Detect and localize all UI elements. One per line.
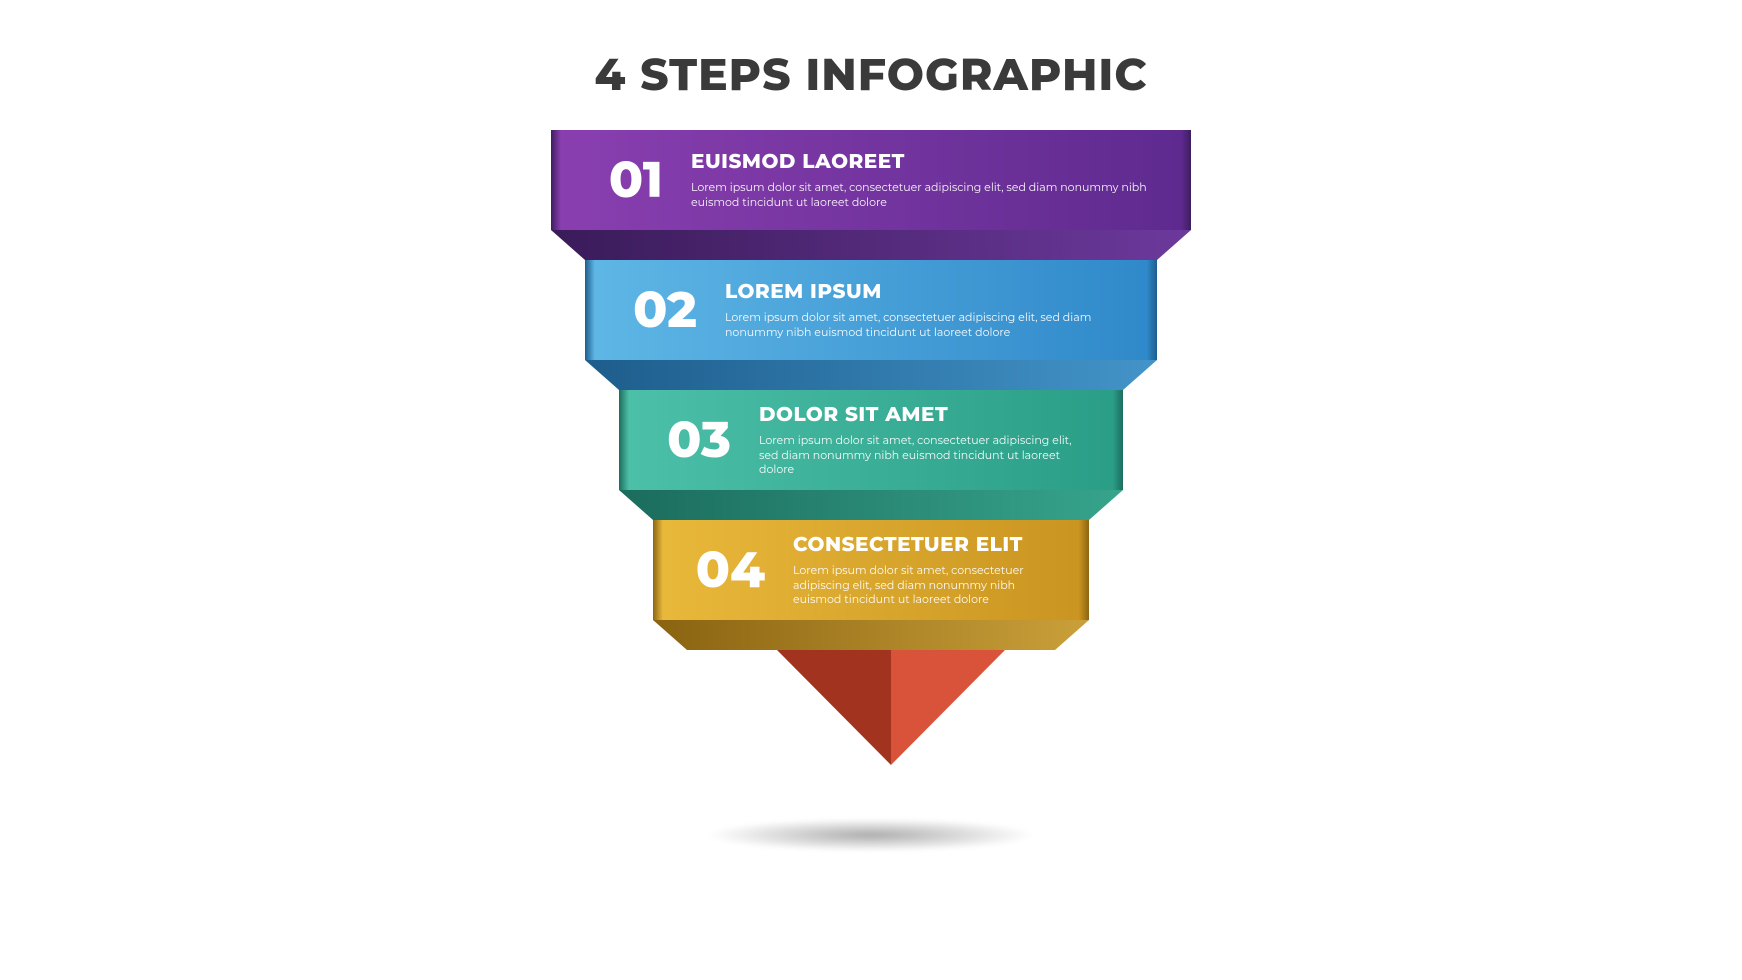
step-description: Lorem ipsum dolor sit amet, consectetuer… — [793, 563, 1059, 608]
ribbon-fold — [551, 490, 1191, 520]
step-ribbon: 01EUISMOD LAOREET Lorem ipsum dolor sit a… — [551, 130, 1191, 230]
ribbon-edge — [585, 260, 595, 360]
step-heading: LOREM IPSUM — [725, 280, 1127, 304]
step-ribbon: 03DOLOR SIT AMET Lorem ipsum dolor sit am… — [619, 390, 1123, 490]
ribbon-fold — [551, 360, 1191, 390]
step-description: Lorem ipsum dolor sit amet, consectetuer… — [691, 180, 1161, 210]
infographic-canvas: 01EUISMOD LAOREET Lorem ipsum dolor sit a… — [551, 130, 1191, 830]
ribbon-edge — [1079, 520, 1089, 620]
ribbon-fold — [551, 230, 1191, 260]
page-title: 4 STEPS INFOGRAPHIC — [0, 48, 1742, 102]
step-number: 04 — [653, 545, 793, 595]
step-description: Lorem ipsum dolor sit amet, consectetuer… — [725, 310, 1127, 340]
step-description: Lorem ipsum dolor sit amet, consectetuer… — [759, 433, 1093, 478]
arrow-tip — [776, 649, 1006, 770]
step-heading: CONSECTETUER ELIT — [793, 533, 1059, 557]
step-heading: EUISMOD LAOREET — [691, 150, 1161, 174]
ribbon-edge — [653, 520, 663, 620]
step-number: 01 — [551, 155, 691, 205]
step-heading: DOLOR SIT AMET — [759, 403, 1093, 427]
ribbon-fold — [551, 620, 1191, 650]
step-ribbon: 02LOREM IPSUM Lorem ipsum dolor sit amet,… — [585, 260, 1157, 360]
step-ribbon: 04CONSECTETUER ELIT Lorem ipsum dolor sit… — [653, 520, 1089, 620]
step-number: 02 — [585, 285, 725, 335]
ribbon-edge — [619, 390, 629, 490]
ribbon-edge — [551, 130, 561, 230]
ribbon-edge — [1113, 390, 1123, 490]
step-number: 03 — [619, 415, 759, 465]
ribbon-edge — [1181, 130, 1191, 230]
ribbon-edge — [1147, 260, 1157, 360]
drop-shadow — [701, 818, 1041, 852]
